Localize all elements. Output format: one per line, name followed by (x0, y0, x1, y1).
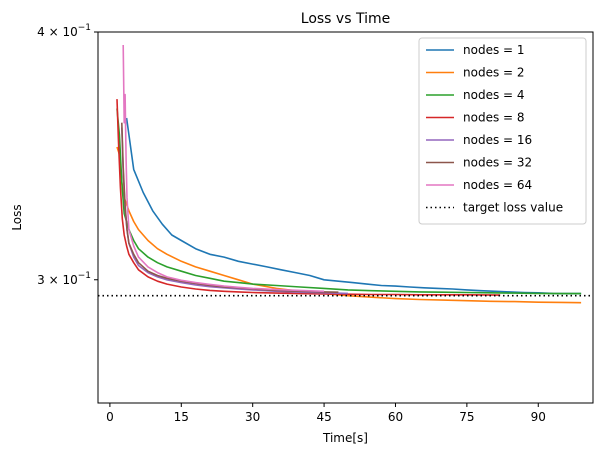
axes-frame (97, 31, 594, 404)
x-tick-label: 90 (531, 410, 546, 424)
chart-title: Loss vs Time (301, 11, 390, 27)
x-tick-label: 60 (388, 410, 403, 424)
series-line-4 (116, 99, 501, 296)
legend-label: nodes = 16 (463, 133, 532, 147)
series-line-7 (122, 44, 325, 293)
legend-label: nodes = 4 (463, 88, 525, 102)
x-tick-label: 75 (459, 410, 474, 424)
x-axis-title: Time[s] (322, 431, 368, 445)
series-line-5 (121, 127, 348, 295)
legend-label: nodes = 8 (463, 111, 525, 125)
x-tick-label: 45 (316, 410, 331, 424)
y-axis-title: Loss (10, 204, 24, 230)
y-tick-label: 3 × 10−1 (37, 271, 91, 287)
series-line-1 (125, 117, 582, 295)
legend-label: target loss value (463, 201, 563, 215)
legend-box (418, 37, 587, 225)
series-line-2 (116, 146, 582, 304)
axis-ticks: 0 15 30 45 60 75 90 3 × 10−1 4 × 10−1 (37, 23, 546, 424)
y-tick-label: 4 × 10−1 (37, 23, 91, 39)
x-tick-label: 15 (174, 410, 189, 424)
legend-label: nodes = 1 (463, 43, 525, 57)
x-tick-label: 30 (245, 410, 260, 424)
legend-label: nodes = 64 (463, 178, 532, 192)
x-tick-label: 0 (106, 410, 114, 424)
legend-label: nodes = 2 (463, 66, 525, 80)
series-line-3 (116, 108, 582, 295)
legend-label: nodes = 32 (463, 156, 532, 170)
plot-area (98, 44, 593, 304)
legend: nodes = 1 nodes = 2 nodes = 4 nodes = 8 node… (418, 37, 587, 225)
series-line-6 (121, 122, 339, 293)
